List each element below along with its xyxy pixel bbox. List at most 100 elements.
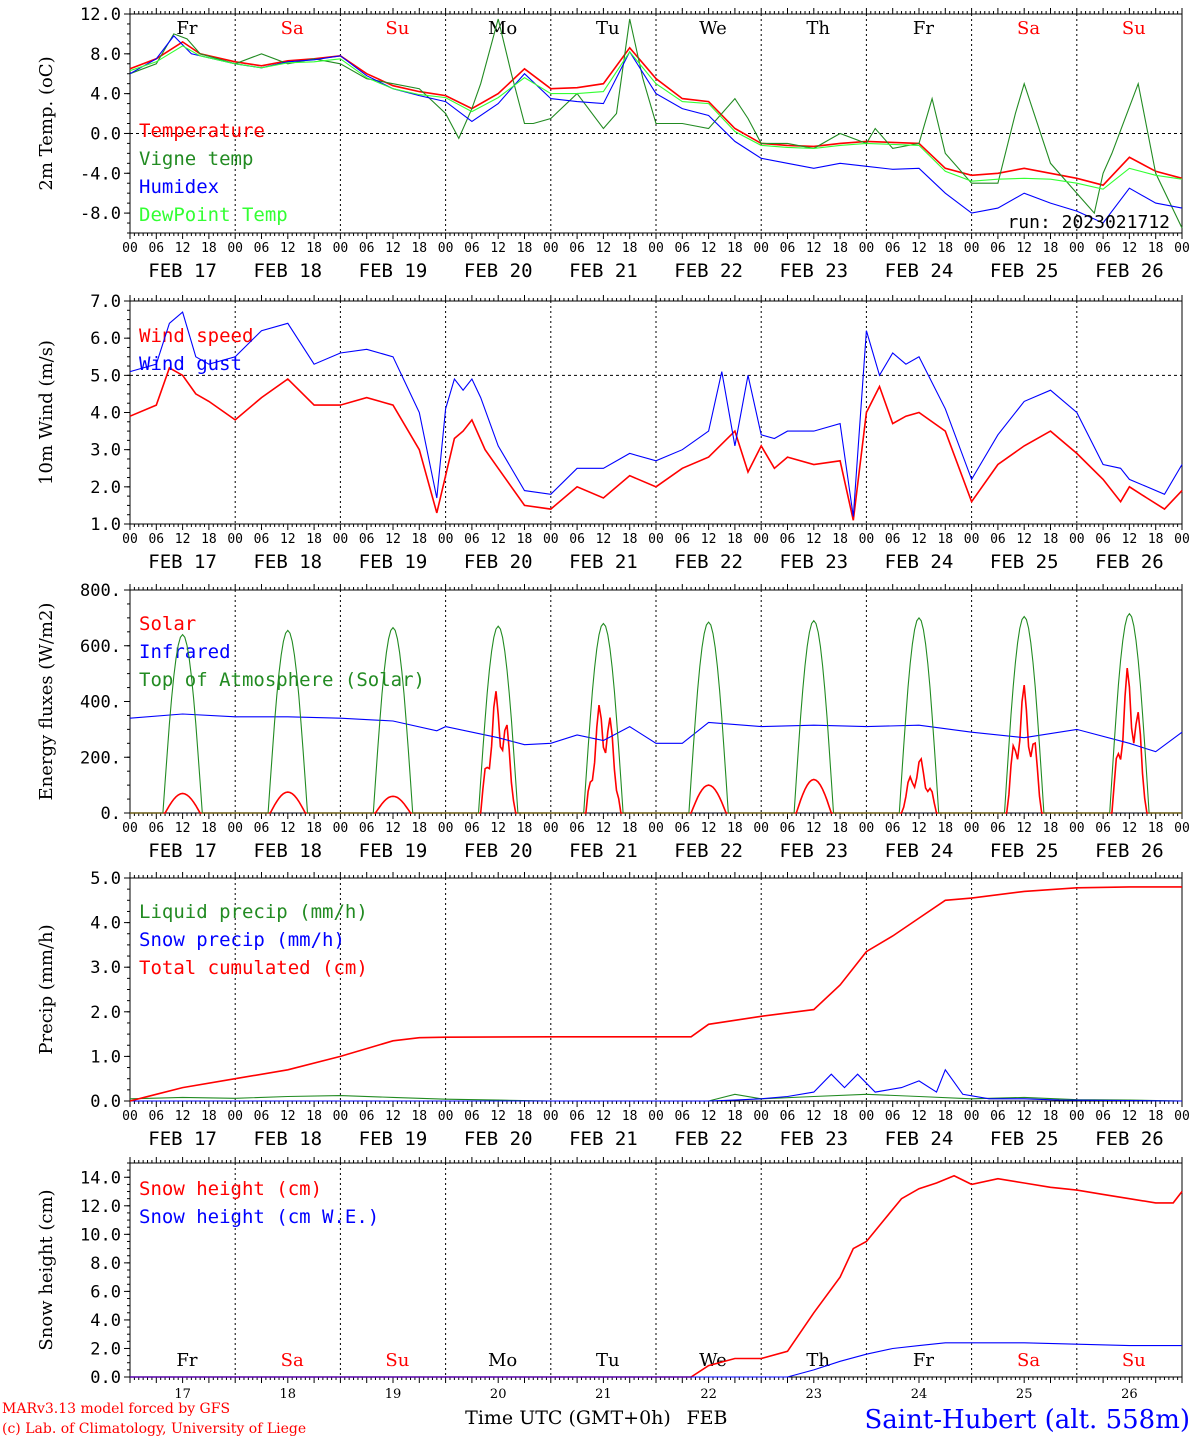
x-hour-label: 18 [832,1109,848,1124]
x-hour-label: 12 [490,532,506,547]
x-hour-label: 12 [1016,821,1032,836]
x-hour-label: 18 [1148,821,1164,836]
x-hour-label: 18 [1148,532,1164,547]
y-tick-label: 800. [80,581,121,601]
x-hour-label: 00 [543,532,559,547]
legend-entry: Humidex [139,176,219,198]
x-date-label: FEB 18 [253,840,322,862]
legend-entry: DewPoint Temp [139,204,288,226]
y-axis-label: Energy fluxes (W/m2) [36,603,57,801]
x-hour-label: 12 [385,821,401,836]
x-date-label: FEB 19 [359,840,428,862]
weekday-label: Su [1122,1350,1146,1371]
legend-entry: Infrared [139,641,231,663]
legend-entry: Total cumulated (cm) [139,957,368,979]
x-date-label: FEB 22 [674,1128,743,1150]
x-date-label: FEB 24 [885,1128,954,1150]
x-date-label: FEB 22 [674,260,743,282]
x-hour-label: 00 [1069,821,1085,836]
x-date-label: FEB 19 [359,1128,428,1150]
day-number-label: 19 [385,1387,402,1402]
x-hour-label: 12 [806,532,822,547]
x-hour-label: 18 [727,532,743,547]
x-hour-label: 00 [964,532,980,547]
x-hour-label: 00 [1174,821,1190,836]
x-date-label: FEB 25 [990,260,1059,282]
x-hour-label: 06 [885,1109,901,1124]
x-hour-label: 12 [175,241,191,256]
x-hour-label: 06 [254,821,270,836]
x-hour-label: 06 [990,241,1006,256]
y-axis-label: Snow height (cm) [36,1189,57,1350]
series-line [129,366,1183,521]
x-hour-label: 00 [438,241,454,256]
x-date-label: FEB 23 [779,551,848,573]
x-hour-label: 18 [937,532,953,547]
weekday-label: Th [806,18,830,39]
x-date-label: FEB 18 [253,260,322,282]
x-hour-label: 00 [753,821,769,836]
y-tick-label: 8.0 [90,1254,121,1274]
x-hour-label: 00 [964,1109,980,1124]
x-hour-label: 12 [1016,1109,1032,1124]
x-hour-label: 18 [832,821,848,836]
x-hour-label: 06 [148,821,164,836]
y-tick-label: 12.0 [80,5,121,25]
series-line [129,311,1183,517]
weekday-label: Fr [913,18,934,39]
x-hour-label: 00 [438,532,454,547]
legend-entry: Temperature [139,120,265,142]
y-tick-label: 2.0 [90,1339,121,1359]
x-hour-label: 06 [464,532,480,547]
x-hour-label: 12 [280,1109,296,1124]
x-date-label: FEB 21 [569,260,638,282]
series-line [130,612,1182,814]
x-hour-label: 12 [701,241,717,256]
x-hour-label: 12 [175,821,191,836]
x-hour-label: 06 [674,241,690,256]
x-hour-label: 12 [911,241,927,256]
x-hour-label: 06 [885,821,901,836]
x-hour-label: 00 [648,241,664,256]
x-hour-label: 18 [937,1109,953,1124]
y-tick-label: 5.0 [90,366,121,386]
x-hour-label: 18 [727,821,743,836]
x-hour-label: 12 [490,1109,506,1124]
x-hour-label: 18 [937,821,953,836]
weekday-label: Sa [281,1350,304,1371]
y-tick-label: 4.0 [90,85,121,105]
x-hour-label: 12 [280,532,296,547]
x-hour-label: 06 [990,532,1006,547]
x-hour-label: 18 [411,532,427,547]
x-hour-label: 12 [596,241,612,256]
x-hour-label: 18 [306,821,322,836]
y-axis-label: 10m Wind (m/s) [36,340,57,485]
lab-credit: (c) Lab. of Climatology, University of L… [2,1421,306,1437]
weekday-label: Mo [488,18,517,39]
x-hour-label: 06 [1095,821,1111,836]
x-date-label: FEB 21 [569,551,638,573]
y-tick-label: 0.0 [90,1092,121,1112]
x-hour-label: 00 [122,821,138,836]
x-hour-label: 12 [596,1109,612,1124]
weekday-label: Tu [596,18,620,39]
x-hour-label: 18 [727,241,743,256]
y-tick-label: 12.0 [80,1197,121,1217]
series-line [130,1174,1183,1378]
x-hour-label: 06 [359,1109,375,1124]
series-line [129,886,1182,1102]
x-hour-label: 00 [333,241,349,256]
x-hour-label: 00 [648,1109,664,1124]
x-hour-label: 06 [569,532,585,547]
x-hour-label: 00 [753,532,769,547]
x-hour-label: 00 [964,241,980,256]
x-hour-label: 18 [411,821,427,836]
x-hour-label: 12 [1016,241,1032,256]
x-hour-label: 00 [1069,1109,1085,1124]
x-hour-label: 06 [990,1109,1006,1124]
y-tick-label: 3.0 [90,958,121,978]
x-date-label: FEB 22 [674,840,743,862]
x-hour-label: 18 [622,241,638,256]
x-hour-label: 06 [569,1109,585,1124]
x-hour-label: 00 [227,241,243,256]
